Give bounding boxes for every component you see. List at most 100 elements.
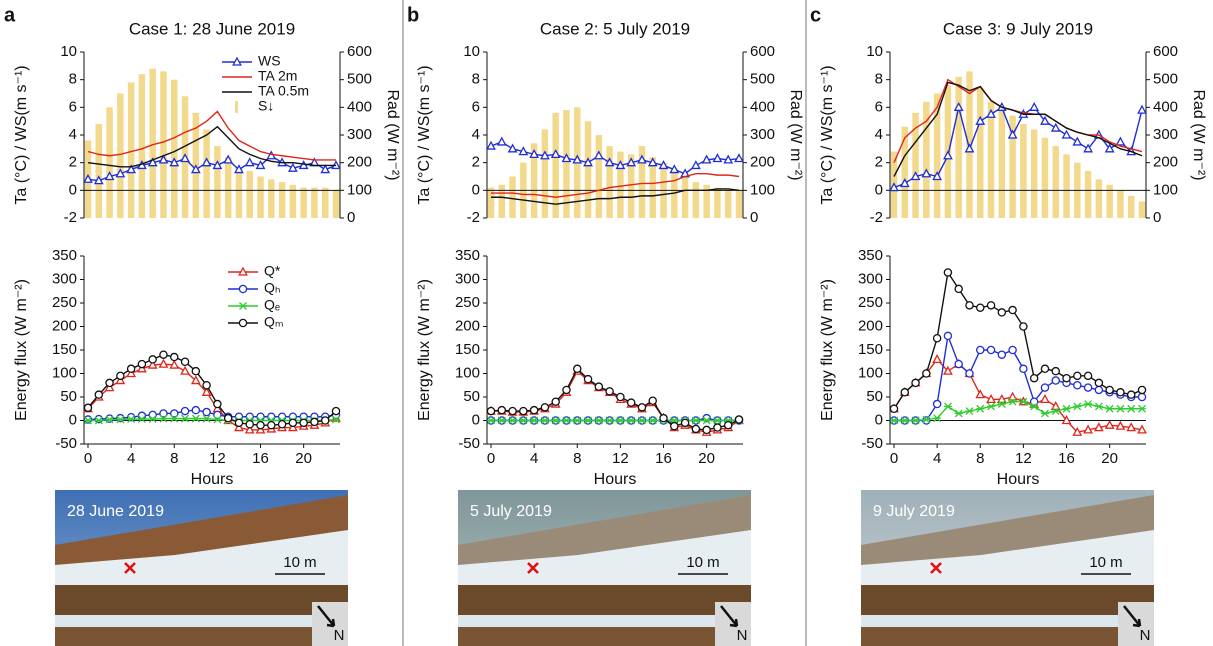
marker [94,414,104,424]
y-tick-label: -2 [870,209,883,226]
bar [311,187,318,218]
marker [115,168,126,178]
marker [1008,345,1017,355]
marker [932,399,942,409]
marker [986,345,996,355]
marker [975,389,986,399]
marker [223,413,233,423]
marker [1050,401,1061,411]
series-line [491,188,740,205]
y-tick-label: 250 [858,294,883,311]
bar [160,71,167,218]
marker [180,153,190,163]
bar [138,74,146,218]
marker [310,417,319,427]
y2-tick-label: 300 [750,126,775,143]
bar [1095,179,1103,218]
y-tick-label: 100 [455,364,480,381]
photo-ground [55,627,348,646]
x-tick-label: 8 [170,450,178,467]
marker [331,406,341,416]
y-tick-label: 2 [69,154,77,171]
marker [299,418,308,428]
bar [584,121,592,218]
north-box [312,602,348,646]
bar [1117,190,1124,218]
bar [127,82,135,218]
marker [1019,322,1028,331]
photo-snow-band [861,615,1154,627]
marker [997,350,1007,359]
marker [147,359,158,369]
marker [486,140,496,150]
y2-tick-label: 100 [750,181,775,198]
bar [487,187,495,218]
x-tick-label: 4 [127,450,135,467]
marker [997,400,1006,409]
marker [201,157,212,167]
marker [137,359,147,369]
y2-tick-label: 300 [1153,126,1178,143]
marker [900,416,909,425]
marker [93,175,104,185]
marker [234,164,244,174]
marker [943,365,953,375]
y-tick-label: 10 [60,43,77,60]
marker [159,414,168,423]
legend-label: Qₘ [264,314,284,330]
bar [246,170,253,218]
bar [595,135,603,218]
marker [702,425,711,435]
marker [245,412,254,421]
photo-snow-band [458,615,751,627]
marker [332,415,340,424]
legend-label: WS [258,53,281,69]
marker [1062,373,1071,383]
y-tick-label: 300 [858,270,883,287]
bar [541,129,549,218]
marker [126,164,137,174]
y-tick-label: 2 [875,154,883,171]
marker [287,162,298,172]
marker [1029,397,1039,406]
marker [508,416,517,425]
marker [518,146,529,156]
marker [943,402,952,411]
marker [148,355,157,364]
photo-marker [124,562,136,574]
marker [658,160,669,170]
marker [1061,129,1072,139]
marker [94,416,103,425]
y2-tick-label: 0 [1153,209,1161,226]
y-tick-label: 200 [858,317,883,334]
marker [943,268,953,277]
bar [1020,123,1027,218]
marker [573,364,582,374]
bar [552,112,559,218]
x-tick-label: 4 [530,450,538,467]
bar [498,184,506,218]
legend-label: S↓ [258,98,274,114]
marker [712,153,723,163]
bar [268,179,275,218]
chart-title: Case 2: 5 July 2019 [540,19,690,38]
marker [1104,143,1115,153]
marker [239,302,247,310]
marker [540,403,550,412]
y-tick-label: 6 [69,98,77,115]
marker [899,178,910,188]
marker [213,415,222,424]
x-axis-label: Hours [191,471,234,488]
x-tick-label: 16 [655,450,672,467]
bar [627,154,635,218]
x-tick-label: 12 [1015,450,1032,467]
y-tick-label: -50 [458,435,480,452]
marker [1116,388,1125,397]
marker [83,173,93,183]
bar [321,187,329,218]
marker [288,418,298,428]
marker [267,412,276,421]
y-tick-label: 4 [69,126,77,143]
marker [964,143,975,153]
bar [912,112,919,218]
